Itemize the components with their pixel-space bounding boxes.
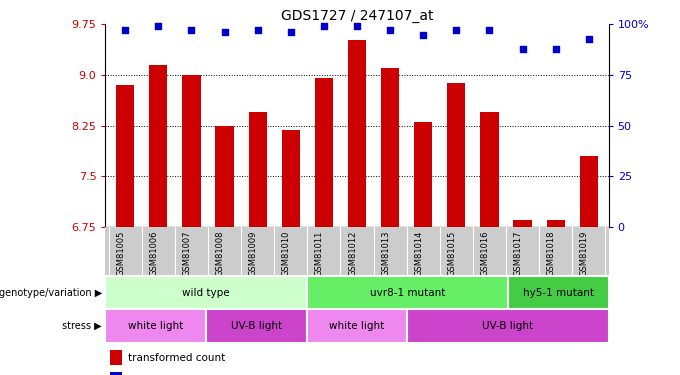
Text: UV-B light: UV-B light	[231, 321, 282, 331]
Title: GDS1727 / 247107_at: GDS1727 / 247107_at	[281, 9, 433, 23]
Bar	[480, 112, 498, 227]
Bar	[110, 350, 122, 365]
Text: GSM81014: GSM81014	[414, 231, 423, 276]
Text: GSM81008: GSM81008	[216, 231, 224, 276]
Point	[153, 23, 164, 29]
Text: GSM81006: GSM81006	[150, 231, 158, 276]
Bar	[116, 85, 135, 227]
Point	[318, 23, 329, 29]
Point	[451, 27, 462, 33]
Point	[120, 27, 131, 33]
Bar	[381, 68, 399, 227]
Point	[252, 27, 263, 33]
Text: uvr8-1 mutant: uvr8-1 mutant	[370, 288, 445, 297]
Text: white light: white light	[329, 321, 385, 331]
Point	[186, 27, 197, 33]
Text: wild type: wild type	[182, 288, 230, 297]
Bar	[182, 75, 201, 227]
Text: GSM81011: GSM81011	[315, 231, 324, 276]
Point	[286, 30, 296, 36]
Text: stress ▶: stress ▶	[63, 321, 102, 331]
Text: GSM81005: GSM81005	[116, 231, 125, 276]
Text: GSM81007: GSM81007	[182, 231, 192, 276]
Text: GSM81012: GSM81012	[348, 231, 357, 276]
Point	[219, 30, 230, 36]
Bar	[110, 372, 122, 375]
Point	[583, 36, 594, 42]
Point	[418, 32, 428, 38]
Bar	[315, 78, 333, 227]
Bar	[547, 220, 564, 227]
Text: GSM81016: GSM81016	[481, 231, 490, 276]
Bar	[249, 112, 267, 227]
Text: white light: white light	[128, 321, 184, 331]
Point	[352, 23, 362, 29]
Bar	[105, 309, 206, 343]
Text: GSM81017: GSM81017	[513, 231, 522, 276]
Bar	[216, 126, 234, 227]
Text: GSM81009: GSM81009	[249, 231, 258, 276]
Text: GSM81013: GSM81013	[381, 231, 390, 276]
Point	[385, 27, 396, 33]
Bar	[579, 156, 598, 227]
Text: GSM81015: GSM81015	[447, 231, 456, 276]
Text: genotype/variation ▶: genotype/variation ▶	[0, 288, 102, 297]
Bar	[348, 40, 366, 227]
Text: transformed count: transformed count	[128, 353, 225, 363]
Text: GSM81019: GSM81019	[580, 231, 589, 276]
Point	[517, 46, 528, 52]
Text: UV-B light: UV-B light	[482, 321, 534, 331]
Bar	[513, 220, 532, 227]
Point	[550, 46, 561, 52]
Text: GSM81010: GSM81010	[282, 231, 291, 276]
Bar	[307, 309, 407, 343]
Bar	[447, 83, 465, 227]
Bar	[407, 309, 609, 343]
Bar	[105, 276, 307, 309]
Bar	[206, 309, 307, 343]
Bar	[508, 276, 609, 309]
Text: hy5-1 mutant: hy5-1 mutant	[523, 288, 594, 297]
Text: GSM81018: GSM81018	[547, 231, 556, 276]
Bar	[307, 276, 508, 309]
Bar	[414, 122, 432, 227]
Bar	[150, 65, 167, 227]
Bar	[282, 130, 300, 227]
Point	[484, 27, 495, 33]
